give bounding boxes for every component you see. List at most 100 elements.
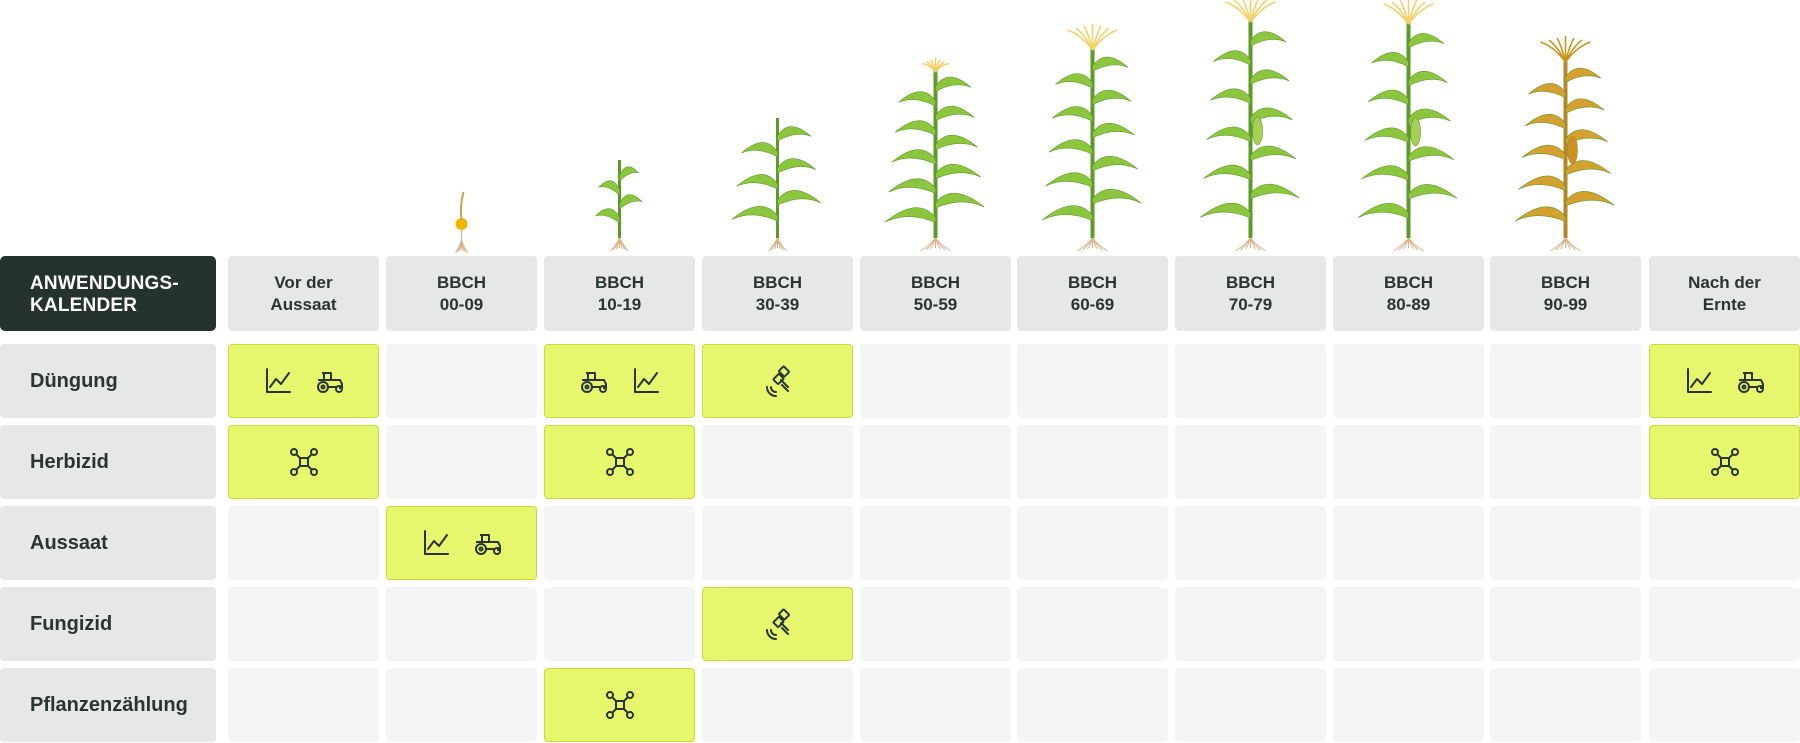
application-cell-empty <box>1333 668 1484 742</box>
application-cell-active <box>1649 425 1800 499</box>
application-cell-empty <box>702 506 853 580</box>
column-header: BBCH 10-19 <box>544 256 695 331</box>
application-cell-empty <box>228 668 379 742</box>
maize-plant-stage-2 <box>731 118 821 252</box>
application-cell-empty <box>1175 506 1326 580</box>
application-cell-empty <box>386 668 537 742</box>
row-label: Düngung <box>0 344 216 418</box>
column-header-line1: Nach der <box>1688 273 1761 292</box>
drone-icon <box>604 689 636 721</box>
calendar-title-line2: KALENDER <box>30 295 138 316</box>
column-header-line2: 50-59 <box>913 295 958 314</box>
column-header: Nach der Ernte <box>1649 256 1800 331</box>
column-header-line2: Ernte <box>1702 295 1747 314</box>
application-cell-empty <box>1017 344 1168 418</box>
application-cell-empty <box>1649 587 1800 661</box>
chart-icon <box>1683 365 1715 397</box>
row-label: Aussaat <box>0 506 216 580</box>
column-header: BBCH 60-69 <box>1017 256 1168 331</box>
calendar-title-line1: ANWENDUNGS- <box>30 273 179 294</box>
application-cell-empty <box>544 587 695 661</box>
application-cell-empty <box>1490 506 1641 580</box>
column-header-line1: BBCH <box>910 273 961 292</box>
application-cell-empty <box>860 425 1011 499</box>
drone-icon <box>288 446 320 478</box>
column-header: BBCH 50-59 <box>860 256 1011 331</box>
maize-plant-stage-4 <box>1041 24 1142 252</box>
tractor-icon <box>472 527 504 559</box>
application-cell-active <box>544 668 695 742</box>
row-label: Fungizid <box>0 587 216 661</box>
application-cell-empty <box>1175 668 1326 742</box>
application-cell-empty <box>702 668 853 742</box>
application-cell-empty <box>386 344 537 418</box>
column-header-line2: Aussaat <box>270 295 337 314</box>
application-cell-empty <box>860 587 1011 661</box>
maize-plant-stage-3 <box>884 58 985 252</box>
column-header: Vor der Aussaat <box>228 256 379 331</box>
application-cell-empty <box>386 587 537 661</box>
column-header-line2: 80-89 <box>1386 295 1431 314</box>
application-cell-empty <box>1017 425 1168 499</box>
tractor-icon <box>578 365 610 397</box>
application-cell-empty <box>1490 668 1641 742</box>
application-cell-active <box>228 425 379 499</box>
tractor-icon <box>314 365 346 397</box>
application-cell-empty <box>860 668 1011 742</box>
column-header-line1: Vor der <box>274 273 333 292</box>
column-header-line2: 70-79 <box>1228 295 1273 314</box>
column-header-line2: 10-19 <box>597 295 642 314</box>
maize-plant-stage-5 <box>1199 0 1300 252</box>
application-cell-empty <box>1490 425 1641 499</box>
application-cell-empty <box>860 344 1011 418</box>
column-header-line2: 90-99 <box>1543 295 1588 314</box>
application-cell-empty <box>702 425 853 499</box>
application-cell-active <box>702 587 853 661</box>
row-label: Herbizid <box>0 425 216 499</box>
application-cell-active <box>386 506 537 580</box>
maize-plant-stage-6 <box>1357 0 1458 252</box>
drone-icon <box>1709 446 1741 478</box>
column-header: BBCH 80-89 <box>1333 256 1484 331</box>
application-cell-empty <box>1490 587 1641 661</box>
column-header-line2: 60-69 <box>1070 295 1115 314</box>
application-cell-active <box>702 344 853 418</box>
satellite-icon <box>762 608 794 640</box>
calendar-title: ANWENDUNGS- KALENDER <box>0 256 216 331</box>
application-cell-empty <box>1175 344 1326 418</box>
application-cell-active <box>1649 344 1800 418</box>
application-cell-empty <box>1175 587 1326 661</box>
chart-icon <box>262 365 294 397</box>
application-cell-empty <box>1649 668 1800 742</box>
application-cell-empty <box>228 587 379 661</box>
application-cell-empty <box>1017 506 1168 580</box>
application-cell-empty <box>1017 668 1168 742</box>
maize-plant-stage-7 <box>1514 36 1615 252</box>
application-cell-empty <box>1175 425 1326 499</box>
application-cell-active <box>544 425 695 499</box>
maize-growth-stages-illustration <box>455 0 1615 254</box>
column-header-line2: 30-39 <box>755 295 800 314</box>
column-header-line2: 00-09 <box>439 295 484 314</box>
application-cell-empty <box>544 506 695 580</box>
application-cell-empty <box>860 506 1011 580</box>
column-header-line1: BBCH <box>436 273 487 292</box>
application-cell-empty <box>1333 587 1484 661</box>
column-header-line1: BBCH <box>752 273 803 292</box>
application-cell-empty <box>1333 506 1484 580</box>
application-cell-active <box>228 344 379 418</box>
column-header-line1: BBCH <box>1540 273 1591 292</box>
column-header-line1: BBCH <box>1067 273 1118 292</box>
column-header: BBCH 30-39 <box>702 256 853 331</box>
application-cell-empty <box>1490 344 1641 418</box>
application-cell-empty <box>228 506 379 580</box>
chart-icon <box>420 527 452 559</box>
application-cell-active <box>544 344 695 418</box>
maize-plant-stage-0 <box>455 191 468 254</box>
application-cell-empty <box>386 425 537 499</box>
maize-plant-stage-1 <box>595 160 643 252</box>
column-header: BBCH 90-99 <box>1490 256 1641 331</box>
application-cell-empty <box>1649 506 1800 580</box>
chart-icon <box>630 365 662 397</box>
tractor-icon <box>1735 365 1767 397</box>
